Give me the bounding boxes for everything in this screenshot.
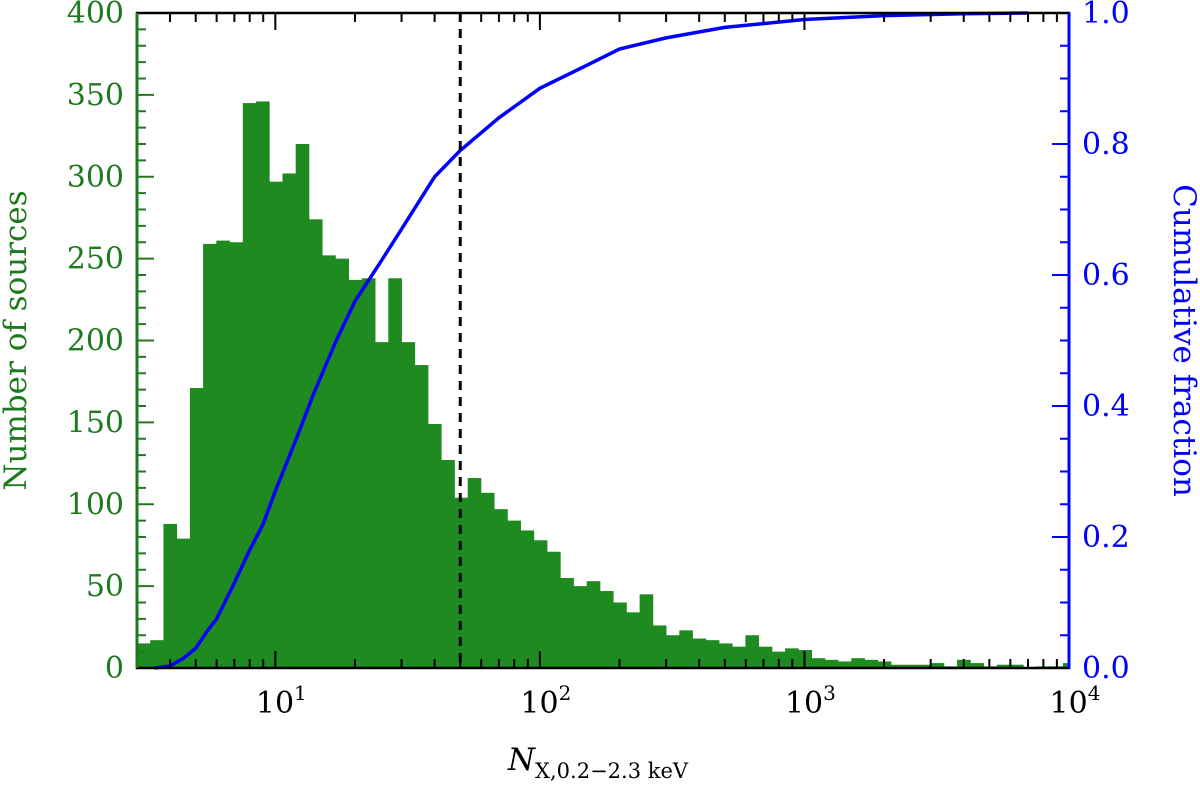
x-tick-label-exponent: 1 (294, 681, 307, 705)
histogram-bar (864, 659, 879, 668)
histogram-bar (917, 664, 932, 668)
y-right-tick-label: 0.0 (1082, 651, 1130, 686)
histogram-bar (388, 278, 402, 668)
cumulative-fraction-line (154, 11, 1029, 670)
histogram-bar (282, 173, 297, 668)
histogram-bar (560, 577, 574, 668)
histogram-bar (811, 658, 826, 668)
x-tick-label: 104 (1050, 681, 1101, 721)
y-right-tick-label: 0.8 (1082, 127, 1130, 162)
histogram-bar (348, 279, 363, 668)
histogram-bar (996, 664, 1011, 668)
histogram-bars (137, 101, 1070, 669)
histogram-bar (890, 664, 905, 668)
y-right-tick-label: 1.0 (1082, 0, 1130, 31)
histogram-bar (851, 658, 865, 668)
histogram-bar (613, 602, 627, 668)
x-tick-label-base: 10 (256, 686, 294, 721)
histogram-bar (361, 278, 376, 668)
histogram-bar (824, 659, 839, 668)
histogram-bar (269, 181, 283, 668)
x-tick-label: 103 (785, 681, 836, 721)
histogram-bar (745, 635, 760, 668)
histogram-bar (137, 643, 151, 668)
x-tick-label-exponent: 3 (823, 681, 836, 705)
y-left-tick-label: 200 (67, 324, 124, 359)
histogram-bar (785, 648, 799, 668)
histogram-bar (533, 540, 548, 668)
y-right-tick-label: 0.2 (1082, 520, 1130, 555)
x-tick-label-base: 10 (1050, 686, 1088, 721)
histogram-bar (216, 240, 230, 669)
histogram-bar (666, 635, 680, 668)
y-left-tick-label: 250 (67, 242, 124, 277)
histogram-bar (229, 242, 244, 668)
histogram-bar (573, 586, 588, 668)
histogram-bar (150, 640, 164, 668)
histogram-bar (480, 492, 495, 668)
histogram-bar (203, 243, 217, 668)
x-axis-title-subscript: X,0.2−2.3 keV (535, 759, 689, 783)
y-left-tick-label: 50 (86, 569, 124, 604)
histogram-bar (970, 663, 984, 668)
histogram-bar (758, 646, 773, 668)
histogram-bar (414, 365, 429, 668)
y-left-tick-label: 400 (67, 0, 124, 31)
histogram-bar (163, 523, 178, 668)
histogram-bar (401, 342, 416, 668)
histogram-bar (626, 612, 641, 668)
x-tick-label-exponent: 2 (559, 681, 572, 705)
histogram-bar (494, 509, 508, 668)
histogram-bar (189, 387, 204, 668)
y-axis-left-title: Number of sources (0, 190, 34, 490)
histogram-bar (718, 643, 733, 668)
histogram-bar (547, 551, 561, 668)
histogram-bar (256, 101, 270, 669)
histogram-bar (467, 478, 482, 668)
histogram-bar (507, 520, 521, 668)
histogram-bar (904, 664, 918, 668)
histogram-bar (732, 646, 746, 668)
histogram-bar (692, 638, 707, 668)
histogram-bar (375, 342, 389, 668)
histogram-bar (705, 640, 720, 668)
x-axis-title-symbol: N (507, 742, 537, 778)
histogram-bar (679, 630, 693, 668)
x-tick-label: 101 (256, 681, 307, 721)
y-right-tick-label: 0.6 (1082, 258, 1130, 293)
y-right-tick-label: 0.4 (1082, 389, 1130, 424)
histogram-bar (441, 460, 455, 668)
histogram-bar (520, 530, 535, 668)
tick-labels: 101 102 103 1040501001502002503003504000.00… (67, 0, 1130, 721)
histogram-bar (335, 258, 350, 668)
histogram-bar (454, 497, 469, 668)
histogram-bar (322, 255, 336, 668)
y-left-tick-label: 350 (67, 78, 124, 113)
x-tick-label-exponent: 4 (1088, 681, 1101, 705)
x-tick-label-base: 10 (520, 686, 558, 721)
histogram-bar (242, 103, 257, 668)
histogram-bar (1062, 663, 1070, 668)
histogram-bar (599, 591, 614, 668)
histogram-bar (1010, 664, 1024, 668)
y-left-tick-label: 0 (105, 651, 124, 686)
x-axis-title: NX,0.2−2.3 keV (507, 742, 689, 783)
y-left-tick-label: 100 (67, 487, 124, 522)
y-left-tick-label: 150 (67, 405, 124, 440)
y-axis-right-title: Cumulative fraction (1166, 184, 1200, 497)
histogram-bar (176, 538, 191, 668)
histogram-bar (652, 625, 667, 668)
histogram-bar (639, 594, 654, 668)
x-tick-label: 102 (520, 681, 571, 721)
histogram-bar (295, 144, 310, 668)
histogram-bar (308, 219, 323, 668)
histogram-bar (586, 581, 601, 668)
y-left-tick-label: 300 (67, 160, 124, 195)
x-tick-label-base: 10 (785, 686, 823, 721)
histogram-bar (930, 663, 945, 668)
histogram-bar (838, 661, 852, 668)
histogram-bar (427, 424, 442, 668)
